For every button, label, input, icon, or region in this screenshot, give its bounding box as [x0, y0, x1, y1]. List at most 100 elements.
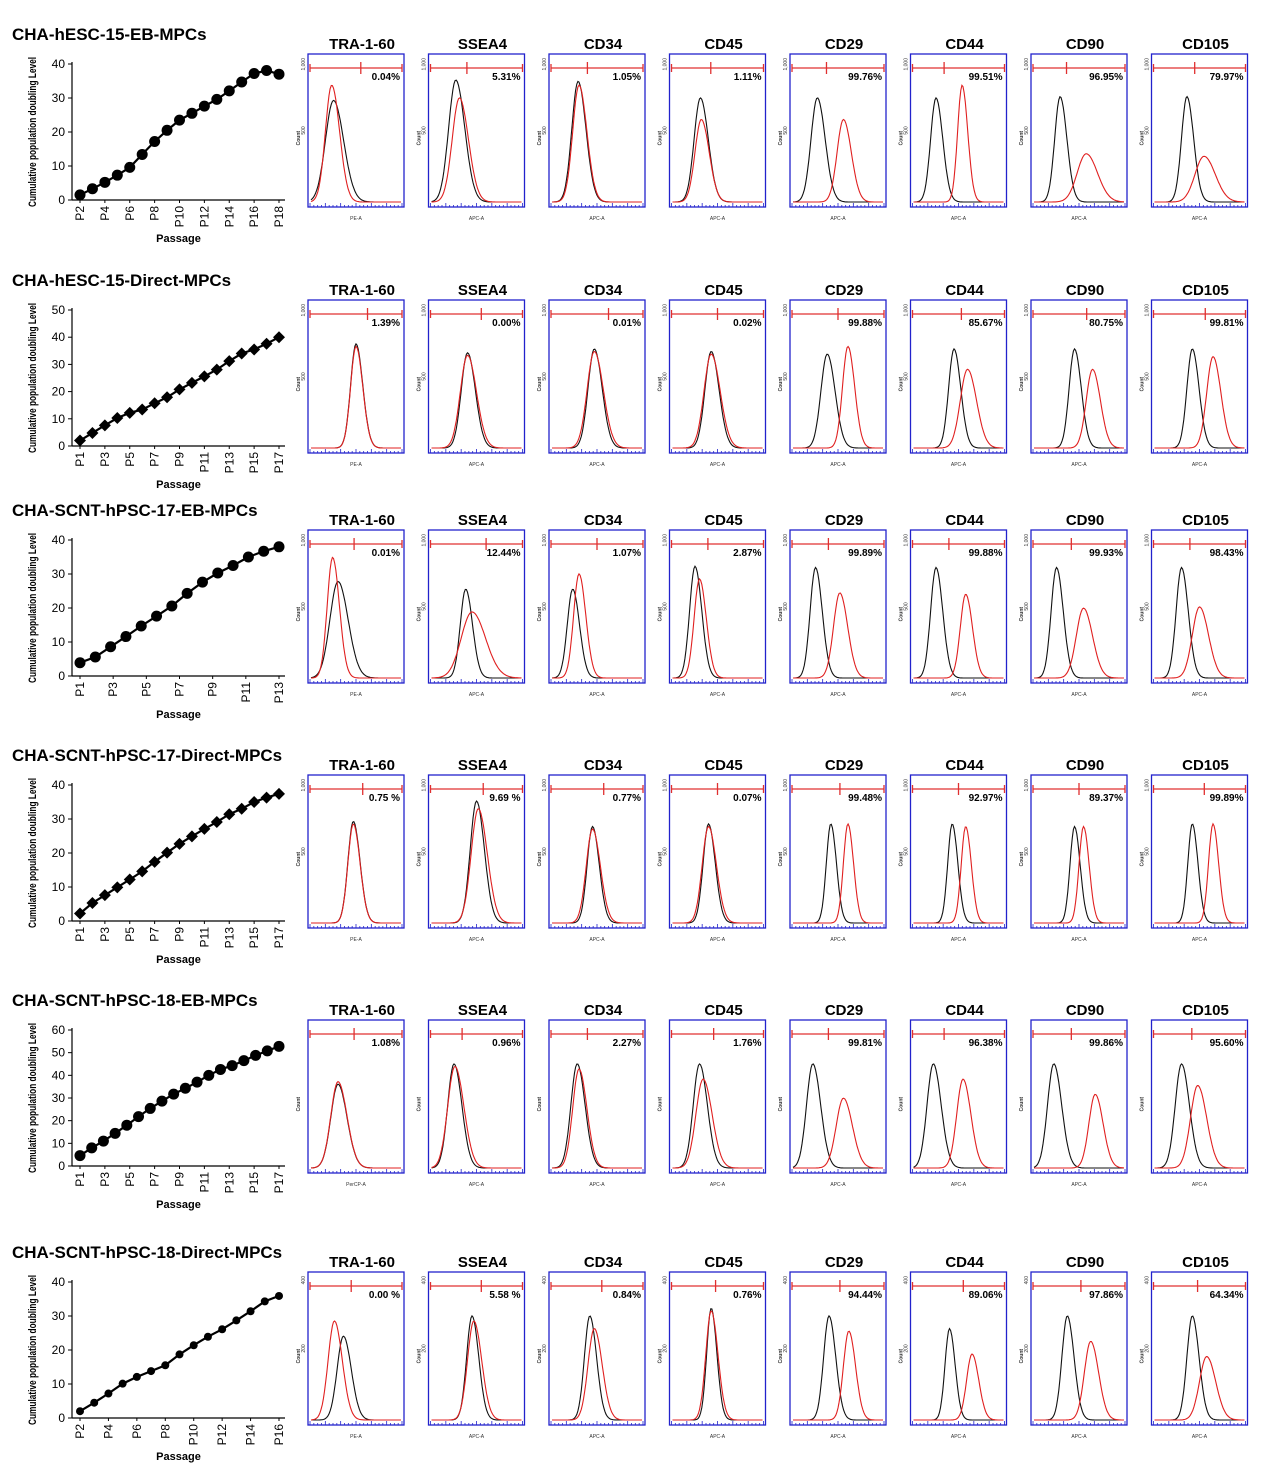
marker-title: CD29 — [825, 1002, 863, 1019]
x-channel-label: APC-A — [830, 692, 846, 698]
positive-percent: 0.02% — [733, 318, 761, 329]
y-tick-label: 20 — [52, 601, 66, 615]
marker-title: CD105 — [1182, 36, 1229, 53]
x-channel-label: APC-A — [951, 216, 967, 222]
x-tick-label: P6 — [130, 1424, 144, 1439]
x-channel-label: APC-A — [1192, 1434, 1208, 1440]
x-channel-label: PE-A — [350, 1434, 362, 1440]
count-axis-label: Count — [1019, 377, 1025, 392]
count-axis-label: Count — [1019, 1097, 1025, 1112]
marker-title: TRA-1-60 — [329, 36, 395, 53]
x-tick-label: P8 — [158, 1424, 172, 1439]
stained-curve — [1154, 1356, 1245, 1421]
plot-frame — [1030, 299, 1128, 454]
y-max-label: 1,000 — [663, 779, 669, 792]
y-axis-title: Cumulative population doubling Level — [27, 778, 39, 928]
y-mid-label: 500 — [663, 126, 669, 135]
count-axis-label: Count — [658, 131, 664, 146]
plot-frame — [668, 53, 767, 208]
plot-frame — [548, 1271, 646, 1426]
y-mid-label: 500 — [422, 372, 428, 381]
positive-percent: 0.00% — [492, 318, 520, 329]
stained-curve — [552, 1068, 642, 1169]
x-tick-label: P14 — [244, 1424, 258, 1446]
y-max-label: 400 — [1145, 1276, 1151, 1285]
count-axis-label: Count — [296, 131, 302, 146]
y-max-label: 1,000 — [422, 534, 428, 547]
marker-title: CD90 — [1066, 1254, 1104, 1271]
count-axis-label: Count — [1019, 131, 1025, 146]
positive-percent: 89.06% — [969, 1290, 1003, 1301]
x-tick-label: P3 — [106, 682, 120, 697]
data-point — [133, 1111, 145, 1123]
y-mid-label: 500 — [904, 372, 910, 381]
data-point — [136, 148, 148, 160]
x-tick-label: P9 — [206, 682, 220, 697]
y-max-label: 1,000 — [1145, 779, 1151, 792]
stained-curve — [311, 1080, 401, 1169]
stained-curve — [672, 825, 763, 924]
count-axis-label: Count — [658, 1349, 664, 1364]
count-axis-label: Count — [658, 1097, 664, 1112]
row-title: CHA-SCNT-hPSC-18-EB-MPCs — [12, 991, 258, 1010]
data-point — [120, 631, 132, 643]
x-channel-label: APC-A — [469, 216, 485, 222]
y-tick-label: 10 — [52, 1377, 66, 1391]
stained-curve — [1034, 1340, 1124, 1421]
stained-curve — [793, 118, 883, 203]
stained-curve — [913, 84, 1004, 203]
y-tick-label: 10 — [52, 412, 66, 426]
x-axis-title: Passage — [156, 709, 201, 721]
positive-percent: 99.76% — [848, 72, 882, 83]
data-point — [104, 1389, 113, 1398]
data-point — [123, 406, 136, 419]
y-mid-label: 500 — [1145, 602, 1151, 611]
y-tick-label: 30 — [52, 812, 66, 826]
x-channel-label: APC-A — [1192, 1182, 1208, 1188]
data-point — [98, 419, 111, 432]
data-point — [275, 1291, 283, 1300]
marker-title: TRA-1-60 — [329, 512, 395, 529]
y-tick-label: 0 — [58, 1411, 65, 1425]
data-point — [261, 1045, 273, 1057]
x-tick-label: P11 — [239, 682, 253, 703]
x-axis-title: Passage — [156, 1451, 201, 1463]
y-max-label: 1,000 — [663, 304, 669, 317]
data-point — [168, 1088, 180, 1100]
x-tick-label: P9 — [173, 927, 187, 942]
data-point — [123, 873, 136, 886]
count-axis-label: Count — [658, 607, 664, 622]
positive-percent: 80.75% — [1089, 318, 1123, 329]
positive-percent: 1.05% — [613, 72, 641, 83]
data-point — [189, 1341, 198, 1350]
data-point — [232, 1316, 241, 1325]
y-mid-label: 500 — [422, 602, 428, 611]
chart-row-4: CHA-SCNT-hPSC-17-Direct-MPCs 0 10 20 30 40 P1 P… — [12, 746, 1249, 966]
x-tick-label: P13 — [222, 1172, 236, 1194]
x-channel-label: APC-A — [830, 462, 846, 468]
data-point — [196, 576, 208, 588]
plot-frame — [789, 774, 887, 929]
data-point — [74, 907, 86, 920]
stained-curve — [672, 577, 763, 679]
data-point — [198, 370, 211, 383]
data-point — [149, 136, 161, 148]
marker-title: CD44 — [945, 36, 984, 53]
data-point — [175, 1350, 184, 1359]
marker-title: SSEA4 — [458, 282, 508, 299]
data-point — [258, 545, 270, 557]
x-tick-label: P13 — [222, 452, 236, 474]
x-tick-label: P17 — [272, 452, 286, 474]
data-point — [214, 1063, 226, 1075]
x-tick-label: P1 — [73, 452, 87, 467]
positive-percent: 1.07% — [613, 548, 641, 559]
y-mid-label: 200 — [783, 1344, 789, 1353]
x-channel-label: APC-A — [1192, 692, 1208, 698]
marker-title: TRA-1-60 — [329, 1254, 395, 1271]
x-tick-label: P7 — [173, 682, 187, 697]
y-mid-label: 500 — [783, 126, 789, 135]
